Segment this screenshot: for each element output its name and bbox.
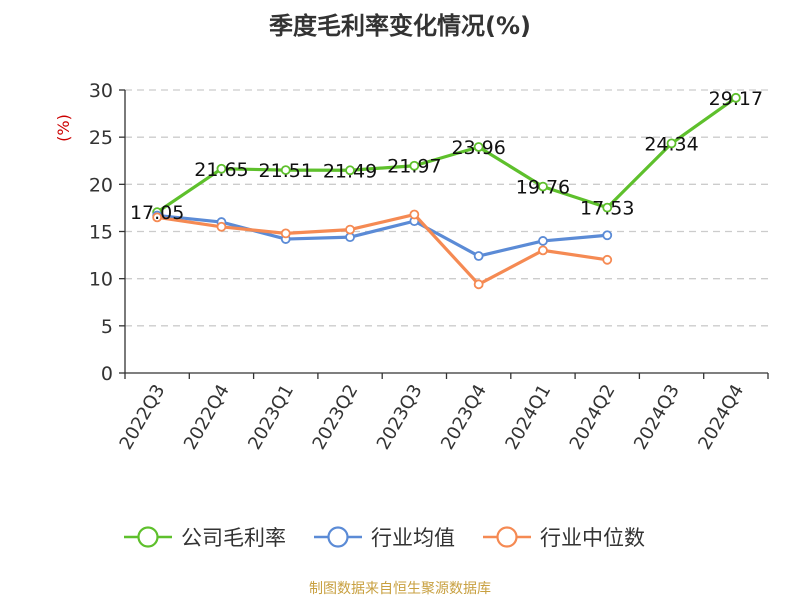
series-line-2 (156, 212, 608, 286)
x-tick-label: 2023Q4 (437, 381, 491, 453)
series-point-1 (602, 230, 613, 241)
x-tick-label: 2023Q1 (244, 381, 298, 453)
y-tick-label: 5 (101, 316, 113, 338)
data-label: 29.17 (709, 88, 763, 110)
data-label: 17.53 (580, 198, 634, 220)
series-point-0 (666, 138, 677, 149)
legend-item-0: 公司毛利率 (124, 526, 286, 550)
data-label: 21.65 (194, 159, 248, 181)
series-point-2 (345, 224, 355, 235)
x-tick-label: 2022Q4 (180, 381, 234, 453)
legend-item-2: 行业中位数 (483, 526, 645, 550)
y-tick-label: 0 (101, 363, 113, 385)
chart-title: 季度毛利率变化情况(%) (269, 12, 531, 40)
grid-lines (125, 89, 768, 327)
legend-label: 行业均值 (371, 526, 455, 550)
legend-swatch-marker (496, 526, 518, 548)
legend-item-1: 行业均值 (314, 526, 455, 550)
x-tick-label: 2023Q2 (308, 381, 362, 453)
series-point-0 (473, 142, 484, 152)
series-point-2 (216, 221, 227, 232)
x-tick-label: 2023Q3 (373, 381, 427, 453)
y-tick-label: 20 (89, 174, 113, 196)
series-point-0 (602, 202, 613, 213)
x-tick-label: 2024Q4 (694, 381, 748, 453)
series-point-2 (409, 209, 420, 220)
series-point-0 (280, 165, 291, 175)
y-tick-label: 30 (89, 80, 113, 102)
data-label: 21.49 (323, 160, 377, 182)
data-label: 21.51 (259, 160, 313, 182)
x-tick-label: 2024Q2 (566, 381, 620, 453)
x-tick-label: 2024Q3 (630, 381, 684, 453)
series-point-0 (730, 92, 741, 103)
data-labels: 17.05 21.65 21.51 21.49 21.97 23.96 19.76 17.53… (130, 88, 763, 224)
data-label: 23.96 (451, 137, 505, 159)
legend-label: 公司毛利率 (181, 526, 286, 550)
legend: 公司毛利率 行业均值 行业中位数 (124, 526, 645, 550)
y-axis-unit-label: (%) (54, 114, 73, 142)
x-tick-label: 2022Q3 (116, 381, 170, 453)
series-point-1 (473, 251, 484, 261)
series-point-1 (538, 236, 548, 246)
legend-label: 行业中位数 (540, 526, 645, 550)
y-tick-label: 15 (89, 222, 113, 244)
data-label: 21.97 (387, 156, 441, 178)
series-line-0 (156, 96, 737, 214)
data-label: 19.76 (516, 177, 570, 199)
series-point-0 (538, 181, 548, 192)
data-label: 17.05 (130, 202, 184, 224)
data-label: 24.34 (644, 133, 698, 155)
series-lines (152, 92, 741, 290)
series-point-2 (602, 254, 613, 265)
series-point-2 (538, 245, 548, 256)
x-tick-label: 2024Q1 (501, 381, 555, 453)
y-tick-label: 10 (89, 269, 113, 291)
series-point-2 (280, 228, 291, 239)
series-point-0 (345, 165, 355, 176)
series-point-0 (216, 163, 227, 174)
series-line-1 (156, 213, 608, 258)
series-point-2 (152, 212, 163, 223)
source-note: 制图数据来自恒生聚源数据库 (309, 581, 491, 597)
series-point-0 (409, 160, 420, 171)
legend-swatch-marker (137, 526, 159, 548)
y-tick-label: 25 (89, 127, 113, 149)
legend-swatch-marker (327, 526, 349, 548)
series-point-2 (473, 279, 484, 290)
